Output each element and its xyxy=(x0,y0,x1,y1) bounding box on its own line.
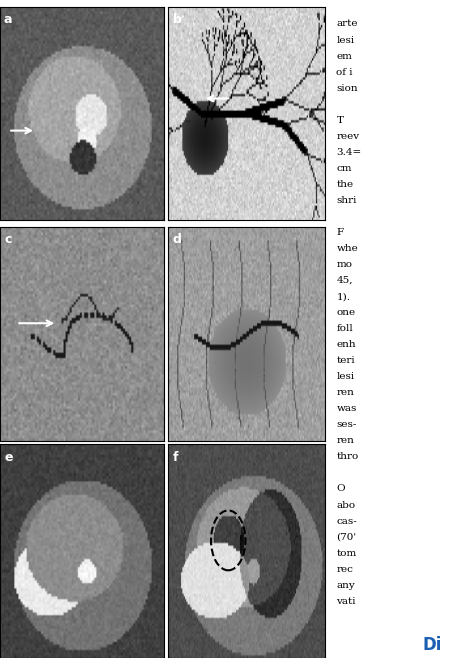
Text: cas-: cas- xyxy=(337,517,357,526)
Text: thro: thro xyxy=(337,453,359,461)
Text: ses-: ses- xyxy=(337,420,357,430)
Text: c: c xyxy=(5,234,12,247)
Text: ren: ren xyxy=(337,436,354,445)
Text: Di: Di xyxy=(423,636,442,654)
Text: the: the xyxy=(337,180,354,189)
Text: sion: sion xyxy=(337,84,358,93)
Text: a: a xyxy=(3,13,12,26)
Text: vati: vati xyxy=(337,597,356,606)
Text: enh: enh xyxy=(337,340,356,349)
Text: of i: of i xyxy=(337,68,353,76)
Text: F: F xyxy=(337,228,344,237)
Text: cm: cm xyxy=(337,164,352,173)
Text: O: O xyxy=(337,484,345,494)
Text: tom: tom xyxy=(337,549,356,557)
Text: shri: shri xyxy=(337,196,357,205)
Text: foll: foll xyxy=(337,324,353,333)
Text: (70': (70' xyxy=(337,532,356,542)
Text: was: was xyxy=(337,404,357,413)
Text: teri: teri xyxy=(337,356,355,365)
Text: e: e xyxy=(5,451,13,464)
Text: d: d xyxy=(173,234,182,247)
Text: whe: whe xyxy=(337,244,358,253)
Text: T: T xyxy=(337,116,344,124)
Text: lesi: lesi xyxy=(337,372,355,381)
Text: 1).: 1). xyxy=(337,292,350,301)
Text: any: any xyxy=(337,581,355,590)
Text: abo: abo xyxy=(337,501,356,509)
Text: rec: rec xyxy=(337,565,353,574)
Text: arte: arte xyxy=(337,20,358,28)
Text: ren: ren xyxy=(337,388,354,397)
Text: mo: mo xyxy=(337,260,353,269)
Text: reev: reev xyxy=(337,132,360,141)
Text: f: f xyxy=(173,451,179,464)
Text: one: one xyxy=(337,308,356,317)
Text: em: em xyxy=(337,51,352,61)
Text: b: b xyxy=(173,13,182,26)
Text: 3.4=: 3.4= xyxy=(337,148,362,157)
Text: 45,: 45, xyxy=(337,276,353,285)
Text: lesi: lesi xyxy=(337,36,355,45)
